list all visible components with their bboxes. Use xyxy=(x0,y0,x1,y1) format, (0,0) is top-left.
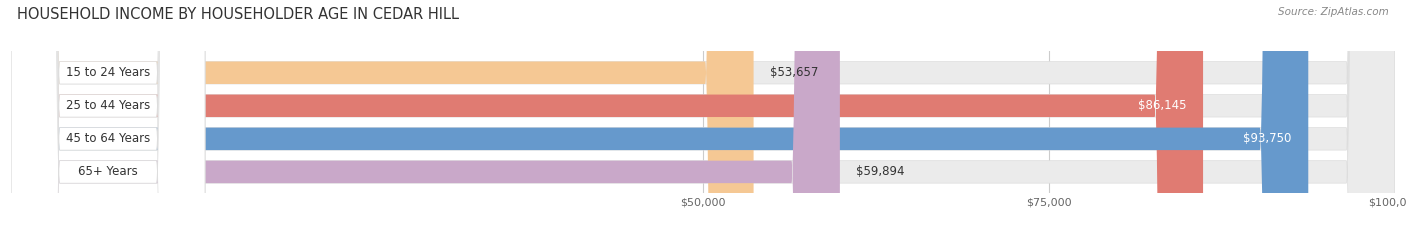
FancyBboxPatch shape xyxy=(11,0,205,233)
Text: Source: ZipAtlas.com: Source: ZipAtlas.com xyxy=(1278,7,1389,17)
Text: $93,750: $93,750 xyxy=(1243,132,1292,145)
FancyBboxPatch shape xyxy=(11,0,205,233)
FancyBboxPatch shape xyxy=(11,0,839,233)
FancyBboxPatch shape xyxy=(11,0,1309,233)
FancyBboxPatch shape xyxy=(11,0,1395,233)
FancyBboxPatch shape xyxy=(11,0,1395,233)
Text: 65+ Years: 65+ Years xyxy=(79,165,138,178)
FancyBboxPatch shape xyxy=(11,0,1204,233)
Text: $59,894: $59,894 xyxy=(856,165,905,178)
FancyBboxPatch shape xyxy=(11,0,205,233)
Text: $86,145: $86,145 xyxy=(1137,99,1187,112)
FancyBboxPatch shape xyxy=(11,0,1395,233)
Text: $53,657: $53,657 xyxy=(770,66,818,79)
FancyBboxPatch shape xyxy=(11,0,205,233)
Text: 15 to 24 Years: 15 to 24 Years xyxy=(66,66,150,79)
FancyBboxPatch shape xyxy=(11,0,754,233)
Text: 25 to 44 Years: 25 to 44 Years xyxy=(66,99,150,112)
Text: 45 to 64 Years: 45 to 64 Years xyxy=(66,132,150,145)
FancyBboxPatch shape xyxy=(11,0,1395,233)
Text: HOUSEHOLD INCOME BY HOUSEHOLDER AGE IN CEDAR HILL: HOUSEHOLD INCOME BY HOUSEHOLDER AGE IN C… xyxy=(17,7,458,22)
